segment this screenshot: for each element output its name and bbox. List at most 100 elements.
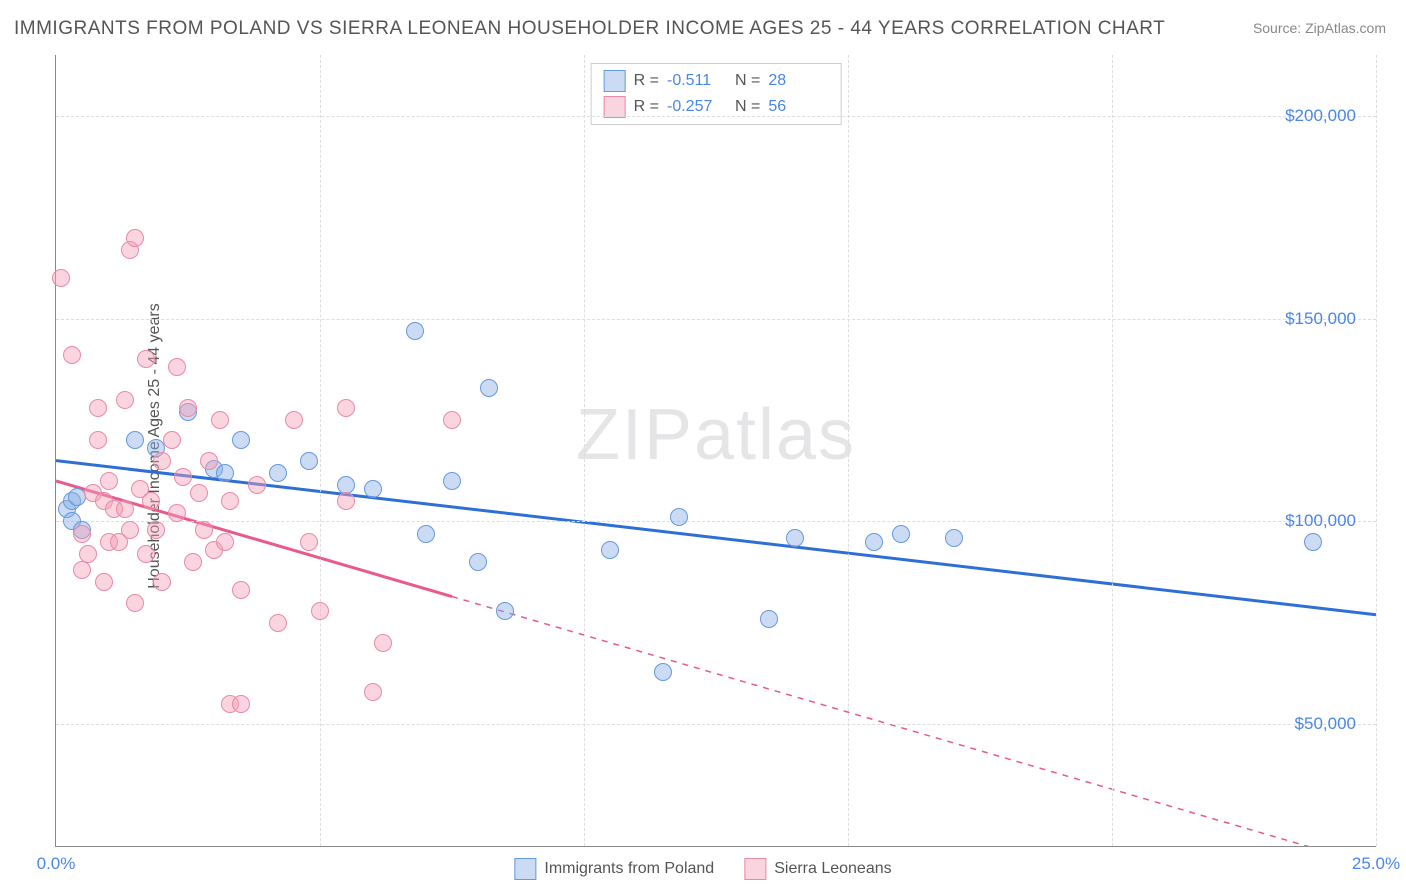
data-point bbox=[211, 411, 229, 429]
data-point bbox=[184, 553, 202, 571]
y-tick-label: $100,000 bbox=[1285, 511, 1356, 531]
data-point bbox=[126, 594, 144, 612]
data-point bbox=[153, 573, 171, 591]
data-point bbox=[137, 545, 155, 563]
legend-label-1: Immigrants from Poland bbox=[544, 860, 714, 878]
data-point bbox=[95, 573, 113, 591]
gridline-vertical bbox=[1376, 55, 1377, 846]
data-point bbox=[300, 452, 318, 470]
data-point bbox=[480, 379, 498, 397]
data-point bbox=[269, 614, 287, 632]
watermark-text: ZIPatlas bbox=[576, 395, 856, 475]
data-point bbox=[311, 602, 329, 620]
data-point bbox=[116, 391, 134, 409]
n-value-2: 56 bbox=[768, 98, 828, 116]
data-point bbox=[406, 322, 424, 340]
data-point bbox=[89, 399, 107, 417]
stat-row-series-1: R = -0.511 N = 28 bbox=[604, 68, 829, 94]
data-point bbox=[179, 399, 197, 417]
data-point bbox=[200, 452, 218, 470]
data-point bbox=[337, 492, 355, 510]
trend-line-dashed bbox=[452, 597, 1376, 846]
x-tick-label: 0.0% bbox=[37, 854, 76, 874]
data-point bbox=[116, 500, 134, 518]
r-value-1: -0.511 bbox=[667, 72, 727, 90]
data-point bbox=[232, 431, 250, 449]
data-point bbox=[147, 521, 165, 539]
data-point bbox=[760, 610, 778, 628]
data-point bbox=[786, 529, 804, 547]
legend-swatch-1 bbox=[514, 858, 536, 880]
data-point bbox=[190, 484, 208, 502]
data-point bbox=[163, 431, 181, 449]
data-point bbox=[469, 553, 487, 571]
data-point bbox=[496, 602, 514, 620]
data-point bbox=[300, 533, 318, 551]
data-point bbox=[248, 476, 266, 494]
data-point bbox=[374, 634, 392, 652]
gridline-vertical bbox=[584, 55, 585, 846]
data-point bbox=[216, 533, 234, 551]
data-point bbox=[892, 525, 910, 543]
data-point bbox=[89, 431, 107, 449]
data-point bbox=[79, 545, 97, 563]
data-point bbox=[601, 541, 619, 559]
data-point bbox=[337, 399, 355, 417]
gridline-horizontal bbox=[56, 724, 1376, 725]
data-point bbox=[100, 472, 118, 490]
swatch-series-2 bbox=[604, 96, 626, 118]
data-point bbox=[654, 663, 672, 681]
data-point bbox=[137, 350, 155, 368]
gridline-vertical bbox=[1112, 55, 1113, 846]
data-point bbox=[221, 492, 239, 510]
legend-swatch-2 bbox=[744, 858, 766, 880]
data-point bbox=[1304, 533, 1322, 551]
data-point bbox=[945, 529, 963, 547]
n-label: N = bbox=[735, 72, 760, 90]
data-point bbox=[63, 346, 81, 364]
source-attribution: Source: ZipAtlas.com bbox=[1253, 20, 1386, 36]
data-point bbox=[174, 468, 192, 486]
data-point bbox=[73, 525, 91, 543]
r-value-2: -0.257 bbox=[667, 98, 727, 116]
y-tick-label: $200,000 bbox=[1285, 106, 1356, 126]
data-point bbox=[126, 431, 144, 449]
x-tick-label: 25.0% bbox=[1352, 854, 1400, 874]
data-point bbox=[285, 411, 303, 429]
gridline-vertical bbox=[848, 55, 849, 846]
legend-item-2: Sierra Leoneans bbox=[744, 858, 891, 880]
plot-area: ZIPatlas R = -0.511 N = 28 R = -0.257 N … bbox=[55, 55, 1376, 847]
data-point bbox=[232, 695, 250, 713]
gridline-vertical bbox=[320, 55, 321, 846]
gridline-horizontal bbox=[56, 116, 1376, 117]
data-point bbox=[216, 464, 234, 482]
data-point bbox=[865, 533, 883, 551]
legend-item-1: Immigrants from Poland bbox=[514, 858, 714, 880]
data-point bbox=[121, 521, 139, 539]
bottom-legend: Immigrants from Poland Sierra Leoneans bbox=[514, 858, 891, 880]
data-point bbox=[168, 504, 186, 522]
watermark: ZIPatlas bbox=[576, 394, 856, 476]
data-point bbox=[269, 464, 287, 482]
data-point bbox=[153, 452, 171, 470]
n-value-1: 28 bbox=[768, 72, 828, 90]
data-point bbox=[232, 581, 250, 599]
legend-label-2: Sierra Leoneans bbox=[774, 860, 891, 878]
data-point bbox=[443, 472, 461, 490]
chart-title: IMMIGRANTS FROM POLAND VS SIERRA LEONEAN… bbox=[14, 18, 1165, 40]
n-label-2: N = bbox=[735, 98, 760, 116]
y-tick-label: $50,000 bbox=[1295, 714, 1356, 734]
swatch-series-1 bbox=[604, 70, 626, 92]
y-tick-label: $150,000 bbox=[1285, 309, 1356, 329]
trend-lines-svg bbox=[56, 55, 1376, 846]
data-point bbox=[364, 683, 382, 701]
data-point bbox=[670, 508, 688, 526]
data-point bbox=[73, 561, 91, 579]
data-point bbox=[168, 358, 186, 376]
data-point bbox=[417, 525, 435, 543]
data-point bbox=[364, 480, 382, 498]
gridline-horizontal bbox=[56, 319, 1376, 320]
data-point bbox=[195, 521, 213, 539]
data-point bbox=[142, 492, 160, 510]
data-point bbox=[443, 411, 461, 429]
